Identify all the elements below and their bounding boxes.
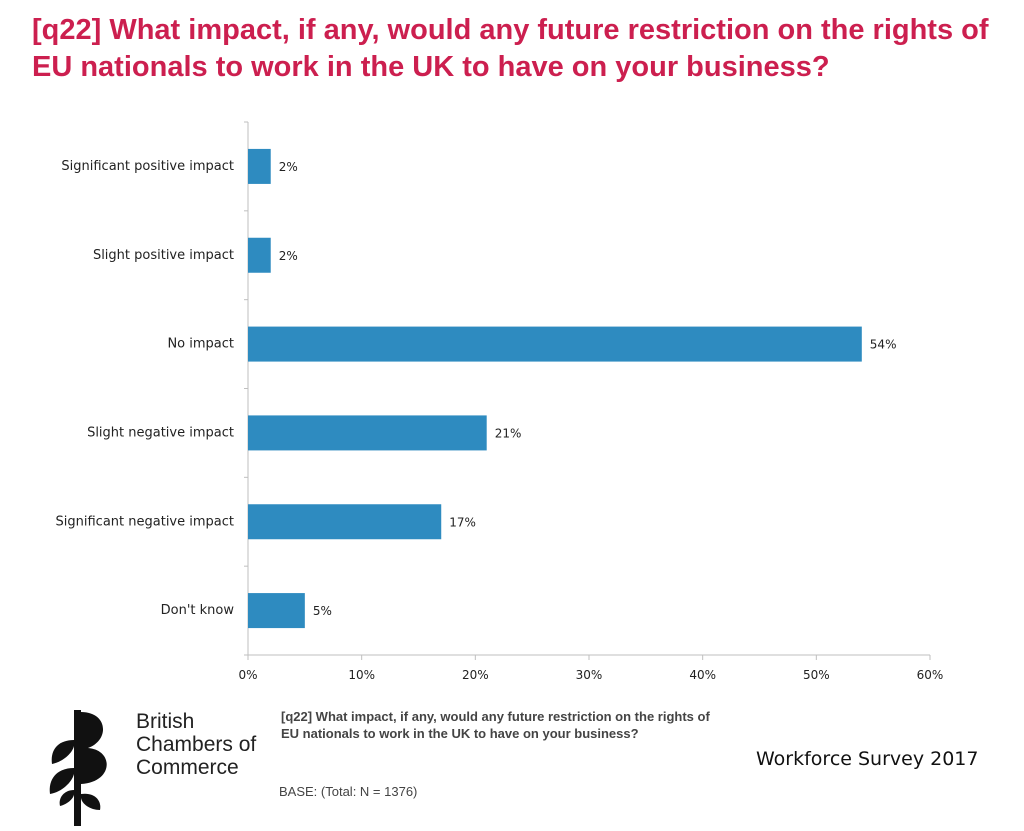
bar bbox=[248, 326, 862, 362]
x-tick-label: 30% bbox=[576, 668, 603, 682]
x-tick-label: 40% bbox=[689, 668, 716, 682]
x-tick-label: 0% bbox=[238, 668, 257, 682]
bar bbox=[248, 504, 442, 540]
data-label: 2% bbox=[279, 160, 298, 174]
data-label: 21% bbox=[495, 426, 522, 440]
category-label: Significant negative impact bbox=[56, 514, 234, 529]
bar bbox=[248, 415, 487, 451]
category-label: Significant positive impact bbox=[61, 159, 234, 174]
bar bbox=[248, 237, 271, 273]
bcc-logo: British Chambers of Commerce bbox=[48, 710, 278, 826]
x-tick-label: 10% bbox=[348, 668, 375, 682]
x-tick-label: 50% bbox=[803, 668, 830, 682]
category-label: Slight negative impact bbox=[87, 425, 234, 440]
bar bbox=[248, 148, 271, 184]
data-label: 17% bbox=[449, 515, 476, 529]
category-label: No impact bbox=[167, 337, 234, 352]
logo-text: British Chambers of Commerce bbox=[136, 710, 256, 779]
logo-line-2: Chambers of bbox=[136, 733, 257, 756]
survey-label: Workforce Survey 2017 bbox=[756, 748, 979, 770]
x-tick-label: 60% bbox=[917, 668, 944, 682]
page-title: [q22] What impact, if any, would any fut… bbox=[32, 14, 989, 83]
footer-base: BASE: (Total: N = 1376) bbox=[279, 784, 418, 799]
data-label: 54% bbox=[870, 338, 897, 352]
bar bbox=[248, 593, 305, 629]
data-label: 2% bbox=[279, 249, 298, 263]
bar-chart: 0% 10% 20% 30% 40% 50% 60% Significant positive… bbox=[56, 121, 944, 682]
category-label: Don't know bbox=[161, 603, 235, 618]
x-tick-label: 20% bbox=[462, 668, 489, 682]
data-label: 5% bbox=[313, 604, 332, 618]
logo-line-1: British bbox=[136, 710, 195, 733]
plant-logo-icon bbox=[49, 710, 107, 826]
logo-line-3: Commerce bbox=[136, 756, 239, 779]
footer-question: [q22] What impact, if any, would any fut… bbox=[281, 709, 710, 741]
category-label: Slight positive impact bbox=[93, 248, 234, 263]
